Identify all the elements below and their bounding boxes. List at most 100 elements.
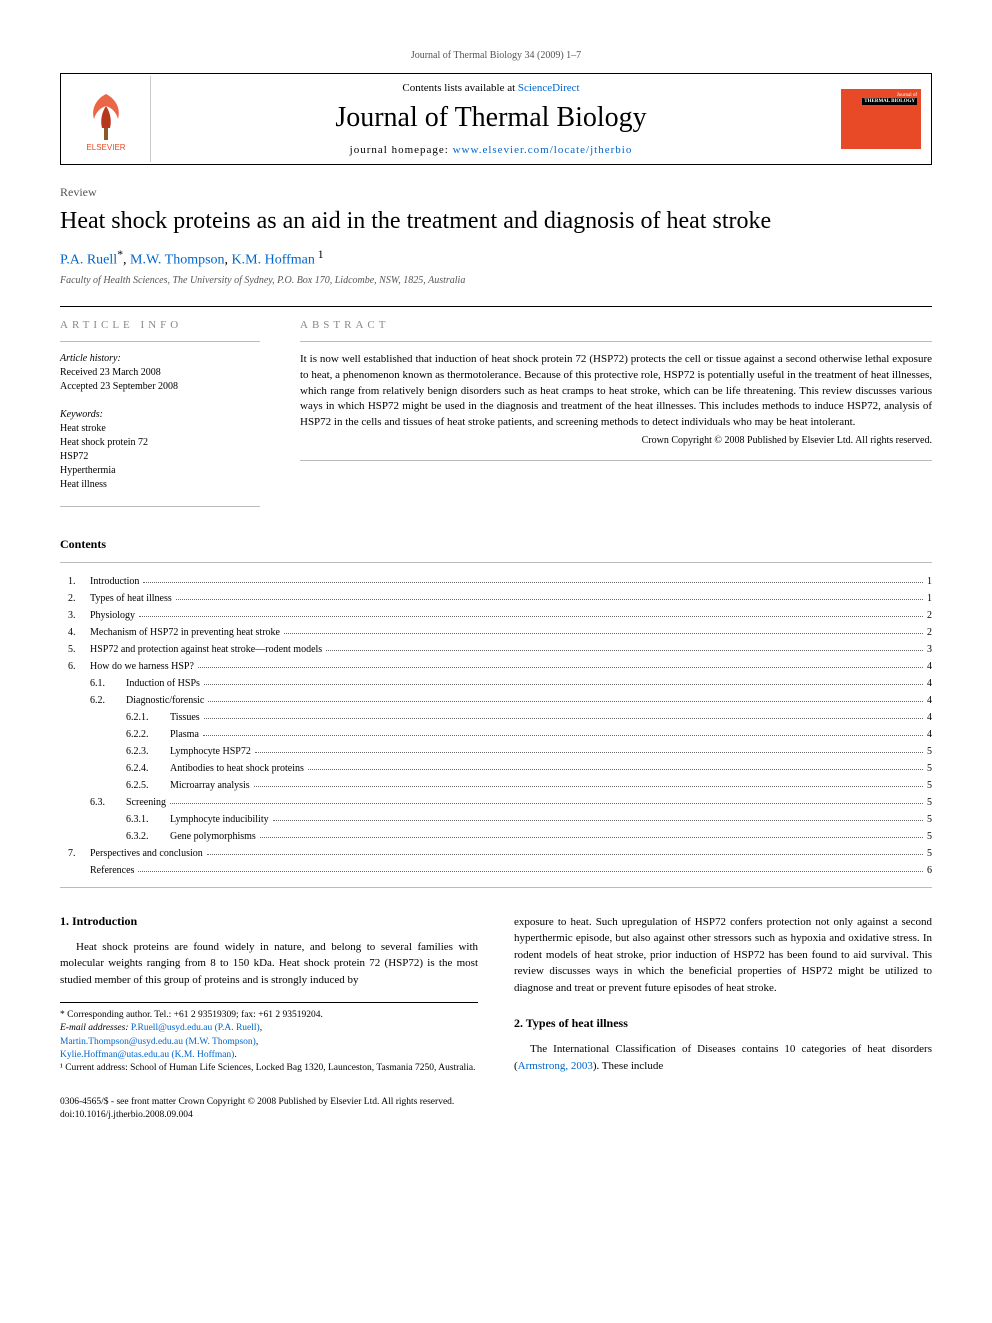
toc-row[interactable]: 6.1.Induction of HSPs4	[60, 675, 932, 692]
rule-abs-1	[300, 341, 932, 342]
running-head: Journal of Thermal Biology 34 (2009) 1–7	[60, 50, 932, 61]
toc-page: 2	[927, 624, 932, 641]
toc-text: Antibodies to heat shock proteins	[170, 760, 304, 777]
rule-abs-2	[300, 460, 932, 461]
email-link-2[interactable]: Martin.Thompson@usyd.edu.au (M.W. Thomps…	[60, 1037, 256, 1047]
history-label: Article history:	[60, 352, 260, 366]
toc-number: 6.3.1.	[126, 811, 170, 828]
body-two-column: 1. Introduction Heat shock proteins are …	[60, 914, 932, 1076]
toc-leader	[176, 590, 923, 600]
toc-number: 6.1.	[90, 675, 126, 692]
homepage-line: journal homepage: www.elsevier.com/locat…	[167, 144, 815, 156]
toc-page: 1	[927, 590, 932, 607]
header-center: Contents lists available at ScienceDirec…	[151, 74, 831, 164]
toc-text: Diagnostic/forensic	[126, 692, 204, 709]
toc-number: 5.	[60, 641, 90, 658]
toc-row[interactable]: 6.3.1.Lymphocyte inducibility5	[60, 811, 932, 828]
footnote-emails: E-mail addresses: P.Ruell@usyd.edu.au (P…	[60, 1022, 478, 1035]
toc-leader	[254, 777, 923, 787]
rule-info-1	[60, 341, 260, 342]
toc-text: Plasma	[170, 726, 199, 743]
toc-row[interactable]: 4.Mechanism of HSP72 in preventing heat …	[60, 624, 932, 641]
toc-row[interactable]: 3.Physiology2	[60, 607, 932, 624]
toc-number: 6.2.3.	[126, 743, 170, 760]
footnote-current-address: ¹ Current address: School of Human Life …	[60, 1062, 478, 1075]
footnote-block: * Corresponding author. Tel.: +61 2 9351…	[60, 1002, 478, 1075]
author-link-3[interactable]: K.M. Hoffman	[232, 253, 315, 268]
page: Journal of Thermal Biology 34 (2009) 1–7…	[0, 0, 992, 1152]
email-link-3[interactable]: Kylie.Hoffman@utas.edu.au (K.M. Hoffman)	[60, 1050, 234, 1060]
toc-leader	[170, 794, 923, 804]
article-info-head: ARTICLE INFO	[60, 319, 260, 331]
keyword-item: Hyperthermia	[60, 464, 260, 478]
toc-leader	[260, 828, 923, 838]
toc-page: 6	[927, 862, 932, 879]
toc-page: 5	[927, 828, 932, 845]
toc-text: Physiology	[90, 607, 135, 624]
keyword-item: Heat shock protein 72	[60, 436, 260, 450]
history-accepted: Accepted 23 September 2008	[60, 380, 260, 394]
toc-row[interactable]: 6.How do we harness HSP?4	[60, 658, 932, 675]
rule-top	[60, 306, 932, 307]
toc-page: 5	[927, 760, 932, 777]
toc-text: Perspectives and conclusion	[90, 845, 203, 862]
toc-row[interactable]: 1.Introduction1	[60, 573, 932, 590]
toc-number	[60, 862, 90, 879]
journal-name: Journal of Thermal Biology	[167, 102, 815, 134]
toc-row[interactable]: 7.Perspectives and conclusion5	[60, 845, 932, 862]
abstract-text: It is now well established that inductio…	[300, 352, 932, 432]
homepage-link[interactable]: www.elsevier.com/locate/jtherbio	[453, 144, 633, 156]
elsevier-label: ELSEVIER	[86, 143, 125, 152]
toc-row[interactable]: 6.2.Diagnostic/forensic4	[60, 692, 932, 709]
article-history: Article history: Received 23 March 2008 …	[60, 352, 260, 394]
elsevier-tree-icon: ELSEVIER	[76, 84, 136, 154]
toc-row[interactable]: 6.2.5.Microarray analysis5	[60, 777, 932, 794]
toc-page: 4	[927, 726, 932, 743]
toc-row[interactable]: 2.Types of heat illness1	[60, 590, 932, 607]
toc-row[interactable]: 6.3.2.Gene polymorphisms5	[60, 828, 932, 845]
toc-leader	[284, 624, 923, 634]
section-head-intro: 1. Introduction	[60, 914, 478, 929]
toc-row[interactable]: References6	[60, 862, 932, 879]
toc-page: 5	[927, 743, 932, 760]
email-sep-1: ,	[260, 1023, 262, 1033]
column-right: exposure to heat. Such upregulation of H…	[514, 914, 932, 1076]
author-link-1[interactable]: P.A. Ruell	[60, 253, 117, 268]
toc-number: 1.	[60, 573, 90, 590]
email-link-1[interactable]: P.Ruell@usyd.edu.au (P.A. Ruell)	[131, 1023, 260, 1033]
contents-prefix: Contents lists available at	[402, 82, 517, 94]
toc-row[interactable]: 5.HSP72 and protection against heat stro…	[60, 641, 932, 658]
rule-toc-top	[60, 562, 932, 563]
toc-row[interactable]: 6.2.3.Lymphocyte HSP725	[60, 743, 932, 760]
author-link-2[interactable]: M.W. Thompson	[130, 253, 225, 268]
affiliation: Faculty of Health Sciences, The Universi…	[60, 275, 932, 286]
toc-leader	[308, 760, 923, 770]
sciencedirect-link[interactable]: ScienceDirect	[518, 82, 580, 94]
toc-row[interactable]: 6.2.2.Plasma4	[60, 726, 932, 743]
toc-page: 4	[927, 675, 932, 692]
intro-paragraph: Heat shock proteins are found widely in …	[60, 939, 478, 989]
toc-leader	[198, 658, 923, 668]
toc-number: 6.	[60, 658, 90, 675]
toc-text: Tissues	[170, 709, 200, 726]
bottom-meta: 0306-4565/$ - see front matter Crown Cop…	[60, 1096, 932, 1123]
toc-page: 1	[927, 573, 932, 590]
toc-number: 6.2.4.	[126, 760, 170, 777]
homepage-prefix: journal homepage:	[350, 144, 453, 156]
section-head-types: 2. Types of heat illness	[514, 1016, 932, 1031]
toc-leader	[326, 641, 923, 651]
toc-number: 4.	[60, 624, 90, 641]
column-left: 1. Introduction Heat shock proteins are …	[60, 914, 478, 1076]
publisher-logo-cell: ELSEVIER	[61, 76, 151, 162]
toc-row[interactable]: 6.2.1.Tissues4	[60, 709, 932, 726]
toc-page: 4	[927, 709, 932, 726]
intro-cont-text: exposure to heat. Such upregulation of H…	[514, 914, 932, 997]
toc-leader	[138, 862, 923, 872]
citation-link-armstrong[interactable]: Armstrong, 2003	[518, 1060, 593, 1072]
toc-text: Types of heat illness	[90, 590, 172, 607]
toc-text: How do we harness HSP?	[90, 658, 194, 675]
article-title: Heat shock proteins as an aid in the tre…	[60, 206, 932, 236]
toc-row[interactable]: 6.3.Screening5	[60, 794, 932, 811]
toc-number: 6.3.	[90, 794, 126, 811]
toc-row[interactable]: 6.2.4.Antibodies to heat shock proteins 5	[60, 760, 932, 777]
